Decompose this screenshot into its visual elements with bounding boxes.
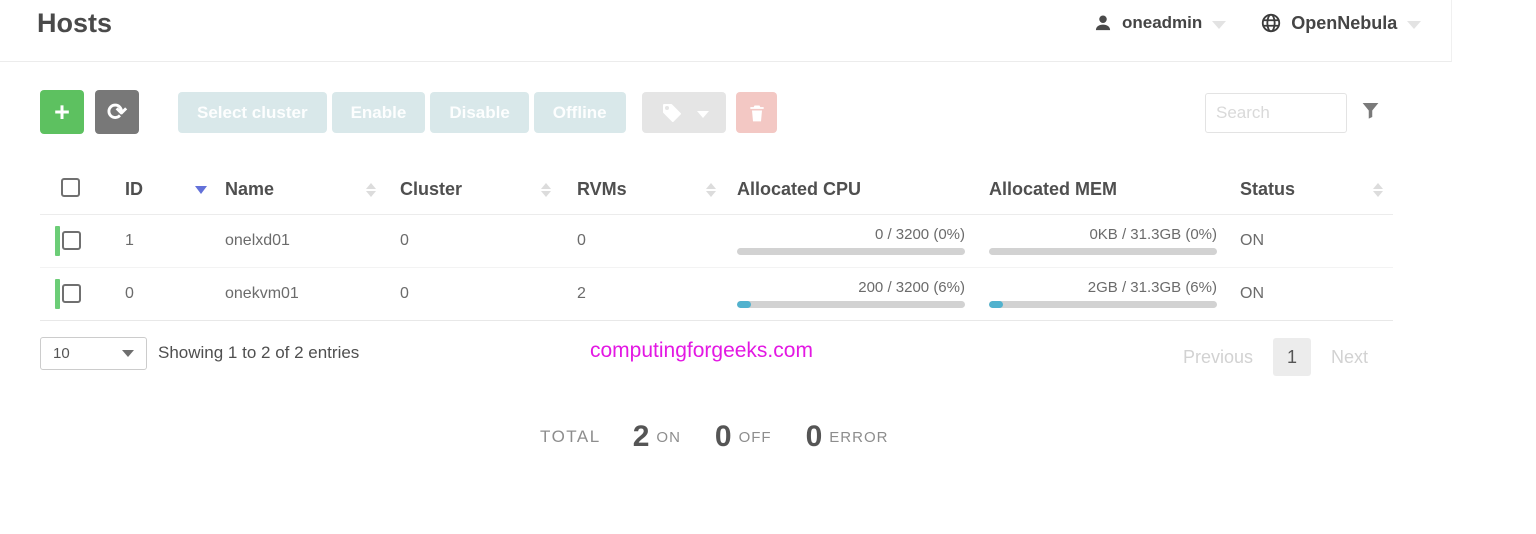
- cpu-progress-bar: [737, 248, 965, 255]
- column-header-mem[interactable]: Allocated MEM: [989, 179, 1118, 200]
- filter-icon[interactable]: [1360, 99, 1381, 121]
- plus-icon: +: [54, 96, 70, 127]
- cpu-usage: 200 / 3200 (6%): [730, 279, 982, 308]
- sort-desc-icon[interactable]: [195, 185, 207, 194]
- total-label: TOTAL: [540, 427, 601, 446]
- cell-rvms: 2: [565, 267, 730, 321]
- refresh-button[interactable]: ⟳: [95, 90, 139, 134]
- mem-usage: 0KB / 31.3GB (0%): [982, 226, 1234, 255]
- sort-icon[interactable]: [366, 182, 376, 197]
- page-length-value: 10: [53, 345, 70, 362]
- row-checkbox[interactable]: [62, 231, 81, 250]
- globe-icon: [1260, 12, 1282, 34]
- off-count: 0: [714, 420, 732, 453]
- table-row[interactable]: 1 onelxd01 0 0 0 / 3200 (0%) 0KB / 31.3G…: [40, 214, 1393, 268]
- next-page-button[interactable]: Next: [1331, 346, 1369, 367]
- disable-button[interactable]: Disable: [430, 92, 529, 133]
- cell-id: 0: [115, 267, 215, 321]
- column-header-cluster[interactable]: Cluster: [400, 179, 463, 200]
- cell-cluster: 0: [390, 214, 565, 268]
- error-count: 0: [805, 420, 823, 453]
- host-state-indicator: [55, 278, 60, 309]
- tag-icon: [660, 101, 684, 125]
- row-checkbox[interactable]: [62, 284, 81, 303]
- user-icon: [1093, 13, 1113, 33]
- showing-entries-text: Showing 1 to 2 of 2 entries: [158, 343, 360, 362]
- column-header-cpu[interactable]: Allocated CPU: [737, 179, 862, 200]
- cpu-usage-text: 200 / 3200 (6%): [858, 279, 965, 296]
- refresh-icon: ⟳: [106, 98, 128, 126]
- mem-progress-bar: [989, 248, 1217, 255]
- select-all-checkbox[interactable]: [61, 177, 80, 197]
- chevron-down-icon: [1407, 20, 1422, 29]
- enable-button[interactable]: Enable: [331, 92, 426, 133]
- previous-page-button[interactable]: Previous: [1183, 346, 1254, 367]
- column-header-status[interactable]: Status: [1240, 179, 1296, 200]
- delete-button[interactable]: [736, 92, 777, 133]
- on-count: 2: [632, 420, 650, 453]
- total-off: 0 OFF: [715, 420, 772, 454]
- total-on: 2 ON: [633, 420, 681, 454]
- cell-cluster: 0: [390, 267, 565, 321]
- column-header-rvms[interactable]: RVMs: [577, 179, 627, 200]
- table-header-row: ID Name Cluster RVMs Allocated CPU Alloc…: [40, 166, 1393, 215]
- table-row[interactable]: 0 onekvm01 0 2 200 / 3200 (6%) 2GB / 31.…: [40, 267, 1393, 321]
- page-length-select[interactable]: 10: [40, 337, 147, 370]
- cell-name[interactable]: onelxd01: [215, 214, 390, 268]
- caret-down-icon: [696, 110, 709, 118]
- select-cluster-button[interactable]: Select cluster: [178, 92, 327, 133]
- search-input[interactable]: [1205, 93, 1347, 133]
- chevron-down-icon: [1212, 20, 1227, 29]
- host-state-indicator: [55, 225, 60, 256]
- create-host-button[interactable]: +: [40, 90, 84, 134]
- on-label: ON: [656, 428, 681, 446]
- current-page-button[interactable]: 1: [1273, 338, 1312, 376]
- cpu-progress-bar: [737, 301, 965, 308]
- labels-dropdown-button[interactable]: [642, 92, 726, 133]
- cell-rvms: 0: [565, 214, 730, 268]
- user-menu[interactable]: oneadmin: [1093, 13, 1227, 33]
- pagination: Previous 1 Next: [1183, 338, 1368, 376]
- mem-usage: 2GB / 31.3GB (6%): [982, 279, 1234, 308]
- mem-usage-text: 2GB / 31.3GB (6%): [1087, 279, 1217, 296]
- watermark-text: computingforgeeks.com: [590, 339, 813, 362]
- trash-icon: [747, 103, 767, 123]
- off-label: OFF: [738, 428, 772, 446]
- hosts-totals: TOTAL 2 ON 0 OFF 0 ERROR: [540, 420, 922, 454]
- error-label: ERROR: [829, 428, 889, 446]
- cell-status: ON: [1234, 214, 1393, 268]
- zone-menu[interactable]: OpenNebula: [1260, 12, 1422, 34]
- page-title: Hosts: [37, 8, 113, 38]
- sort-icon[interactable]: [706, 182, 716, 197]
- host-actions-group: Select cluster Enable Disable Offline: [178, 92, 631, 133]
- cell-id: 1: [115, 214, 215, 268]
- caret-down-icon: [122, 350, 134, 357]
- cell-name[interactable]: onekvm01: [215, 267, 390, 321]
- mem-usage-text: 0KB / 31.3GB (0%): [1089, 226, 1217, 243]
- user-menu-label: oneadmin: [1122, 13, 1203, 32]
- cpu-usage: 0 / 3200 (0%): [730, 226, 982, 255]
- sort-icon[interactable]: [1373, 182, 1383, 197]
- header: Hosts oneadmin OpenNebula: [0, 0, 1452, 62]
- zone-menu-label: OpenNebula: [1291, 12, 1398, 33]
- column-header-name[interactable]: Name: [225, 179, 275, 200]
- mem-progress-bar: [989, 301, 1217, 308]
- hosts-table: ID Name Cluster RVMs Allocated CPU Alloc…: [40, 166, 1393, 321]
- offline-button[interactable]: Offline: [533, 92, 626, 133]
- cell-status: ON: [1234, 267, 1393, 321]
- cpu-usage-text: 0 / 3200 (0%): [874, 226, 965, 243]
- total-error: 0 ERROR: [806, 420, 889, 454]
- topbar: oneadmin OpenNebula: [1093, 8, 1422, 38]
- column-header-id[interactable]: ID: [125, 179, 143, 200]
- sort-icon[interactable]: [541, 182, 551, 197]
